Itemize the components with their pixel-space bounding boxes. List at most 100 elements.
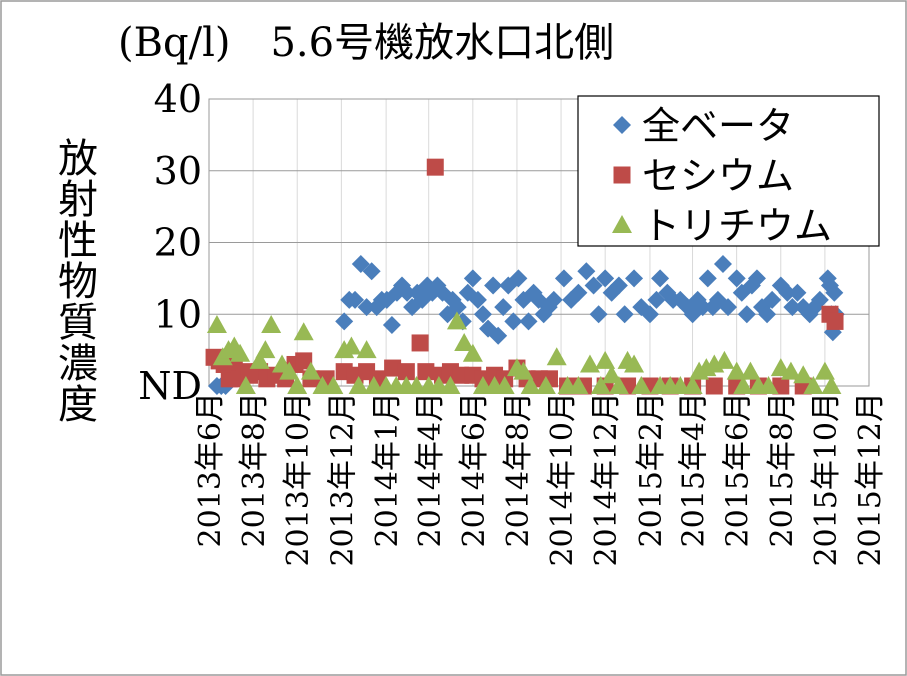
data-point <box>249 350 270 369</box>
data-point <box>362 262 381 281</box>
y-tick-label: 10 <box>154 292 202 336</box>
data-point <box>454 332 475 351</box>
data-point <box>440 376 461 394</box>
y-tick-label: 30 <box>154 149 202 193</box>
x-tick-label: 2013年10月 <box>281 392 316 567</box>
data-point <box>640 305 659 324</box>
data-point <box>287 376 308 394</box>
x-tick-label: 2015年4月 <box>677 392 712 547</box>
data-point <box>810 290 829 309</box>
data-point <box>740 361 761 380</box>
data-point <box>651 269 670 288</box>
series-3 <box>206 311 842 394</box>
data-point <box>589 305 608 324</box>
x-tick-label: 2013年12月 <box>325 392 360 567</box>
data-point <box>727 269 746 288</box>
data-point <box>230 343 251 362</box>
data-point <box>763 290 782 309</box>
data-point <box>568 376 589 394</box>
data-point <box>601 365 622 384</box>
y-tick-label: 20 <box>154 221 202 265</box>
data-point <box>772 377 790 395</box>
data-point <box>596 269 615 288</box>
data-point <box>758 305 777 324</box>
data-point <box>803 376 824 394</box>
data-point <box>279 361 300 380</box>
legend-marker <box>613 166 631 184</box>
data-point <box>356 340 377 359</box>
data-point <box>737 305 756 324</box>
data-point <box>335 312 354 331</box>
x-tick-label: 2014年8月 <box>501 392 536 547</box>
data-point <box>300 361 321 380</box>
data-point <box>714 350 735 369</box>
data-point <box>206 315 227 334</box>
data-point <box>348 376 369 394</box>
data-point <box>462 343 483 362</box>
data-point <box>293 322 314 341</box>
data-point <box>504 312 523 331</box>
x-tick-label: 2015年6月 <box>721 392 756 547</box>
data-point <box>693 298 712 317</box>
data-point <box>793 365 814 384</box>
data-point <box>647 290 666 309</box>
data-point <box>682 376 703 394</box>
x-tick-label: 2014年1月 <box>370 392 405 547</box>
chart-title: (Bq/l) 5.6号機放水口北側 <box>118 20 614 66</box>
data-point <box>821 376 842 394</box>
y-axis-label-char: 濃 <box>58 341 98 387</box>
data-point <box>520 376 541 394</box>
data-point <box>351 255 370 274</box>
x-tick-label: 2015年2月 <box>634 392 669 547</box>
x-tick-label: 2014年6月 <box>457 392 492 547</box>
data-point <box>463 269 482 288</box>
data-point <box>494 376 515 394</box>
data-point <box>346 290 365 309</box>
data-point <box>448 298 467 317</box>
data-point <box>446 311 467 330</box>
data-point <box>494 298 513 317</box>
y-axis-label-char: 射 <box>58 177 98 223</box>
x-tick-label: 2014年10月 <box>545 392 580 567</box>
x-tick-label: 2015年10月 <box>809 392 844 567</box>
data-point <box>235 376 256 394</box>
data-point <box>609 276 628 295</box>
data-point <box>426 158 444 176</box>
legend-marker <box>613 116 631 134</box>
data-point <box>397 363 415 381</box>
x-tick-label: 2013年6月 <box>193 392 228 547</box>
data-point <box>780 361 801 380</box>
x-tick-label: 2014年12月 <box>589 392 624 567</box>
x-tick-label: 2014年4月 <box>413 392 448 547</box>
data-point <box>758 376 779 394</box>
x-tick-labels: 2013年6月 2013年8月 2013年10月 2013年12月 2014年1月 201… <box>193 392 888 567</box>
x-tick-label: 2015年8月 <box>765 392 800 547</box>
data-point <box>713 255 732 274</box>
data-point <box>554 269 573 288</box>
legend-label: セシウム <box>642 154 794 198</box>
data-point <box>698 269 717 288</box>
data-point <box>513 361 534 380</box>
data-point <box>295 352 313 370</box>
x-tick-label: 2013年8月 <box>237 392 272 547</box>
series-1 <box>207 255 845 395</box>
data-point <box>417 363 435 381</box>
data-point <box>341 336 362 355</box>
data-point <box>509 269 528 288</box>
data-point <box>489 326 508 345</box>
data-point <box>719 298 738 317</box>
data-point <box>595 350 616 369</box>
data-point <box>615 305 634 324</box>
data-point <box>382 316 401 335</box>
y-tick-label: 40 <box>154 77 202 121</box>
data-point <box>577 262 596 281</box>
data-point <box>579 354 600 373</box>
data-point <box>384 359 402 377</box>
data-point <box>261 315 282 334</box>
data-point <box>546 347 567 366</box>
data-point <box>411 334 429 352</box>
data-point <box>590 376 611 394</box>
data-point <box>783 298 802 317</box>
